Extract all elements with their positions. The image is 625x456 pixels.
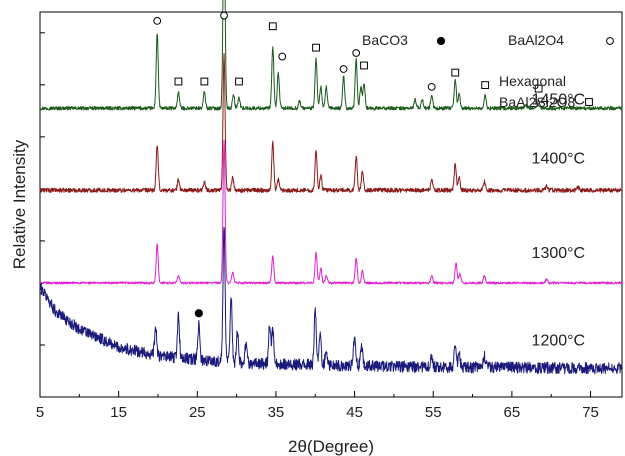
baal2si2o8-peak-marker bbox=[451, 68, 460, 77]
series-layer bbox=[39, 0, 623, 375]
plot-border bbox=[39, 11, 623, 398]
baal2si2o8-peak-marker bbox=[200, 77, 209, 86]
x-tick-label: 15 bbox=[110, 404, 127, 421]
legend-label: BaAl2O4 bbox=[508, 32, 564, 48]
series-label: 1300°C bbox=[532, 245, 586, 262]
legend: BaCO3 BaAl2O4 Hexagonal BaAl2Si2O8 bbox=[362, 32, 614, 110]
baal2o4-peak-marker bbox=[339, 65, 348, 73]
baal2o4-peak-marker bbox=[352, 49, 361, 57]
baal2si2o8-peak-marker bbox=[268, 22, 277, 31]
baal2o4-peak-marker bbox=[278, 52, 287, 61]
x-tick-label: 75 bbox=[582, 404, 599, 421]
x-tick-label: 25 bbox=[189, 404, 206, 421]
baco3-peak-marker bbox=[194, 309, 203, 318]
baal2si2o8-peak-marker bbox=[534, 84, 543, 93]
baal2si2o8-peak-marker bbox=[360, 61, 368, 70]
x-tick-label: 5 bbox=[36, 404, 44, 421]
baal2si2o8-peak-marker bbox=[481, 81, 490, 89]
legend-label: Hexagonal bbox=[499, 73, 566, 89]
series-line bbox=[39, 53, 623, 193]
peak-marker-layer bbox=[153, 11, 543, 318]
baal2o4-peak-marker bbox=[427, 82, 436, 91]
x-axis-ticks: 5 15 25 35 45 55 65 75 bbox=[36, 391, 599, 421]
series-line bbox=[39, 139, 623, 285]
baal2si2o8-peak-marker bbox=[235, 77, 243, 86]
baal2si2o8-peak-marker bbox=[312, 43, 320, 52]
series-line bbox=[39, 0, 623, 111]
legend-label: BaAl2Si2O8 bbox=[499, 94, 575, 110]
series-labels: 1450°C 1400°C 1300°C 1200°C bbox=[532, 92, 586, 350]
legend-marker bbox=[436, 36, 446, 46]
baal2si2o8-peak-marker bbox=[174, 77, 183, 86]
baal2o4-peak-marker bbox=[153, 17, 162, 25]
x-tick-label: 65 bbox=[504, 404, 521, 421]
series-label: 1400°C bbox=[532, 151, 586, 168]
legend-label: BaCO3 bbox=[362, 32, 408, 48]
legend-marker bbox=[606, 37, 614, 45]
x-tick-label: 35 bbox=[268, 404, 285, 421]
series-line bbox=[39, 226, 623, 375]
x-tick-label: 45 bbox=[346, 404, 363, 421]
legend-marker bbox=[585, 98, 593, 106]
baal2o4-peak-marker bbox=[220, 11, 228, 20]
y-axis-title: Relative Intensity bbox=[10, 139, 29, 269]
x-axis-title: 2θ(Degree) bbox=[288, 437, 374, 456]
series-label: 1450°C bbox=[532, 92, 586, 109]
series-label: 1200°C bbox=[532, 332, 586, 349]
x-tick-label: 55 bbox=[425, 404, 442, 421]
